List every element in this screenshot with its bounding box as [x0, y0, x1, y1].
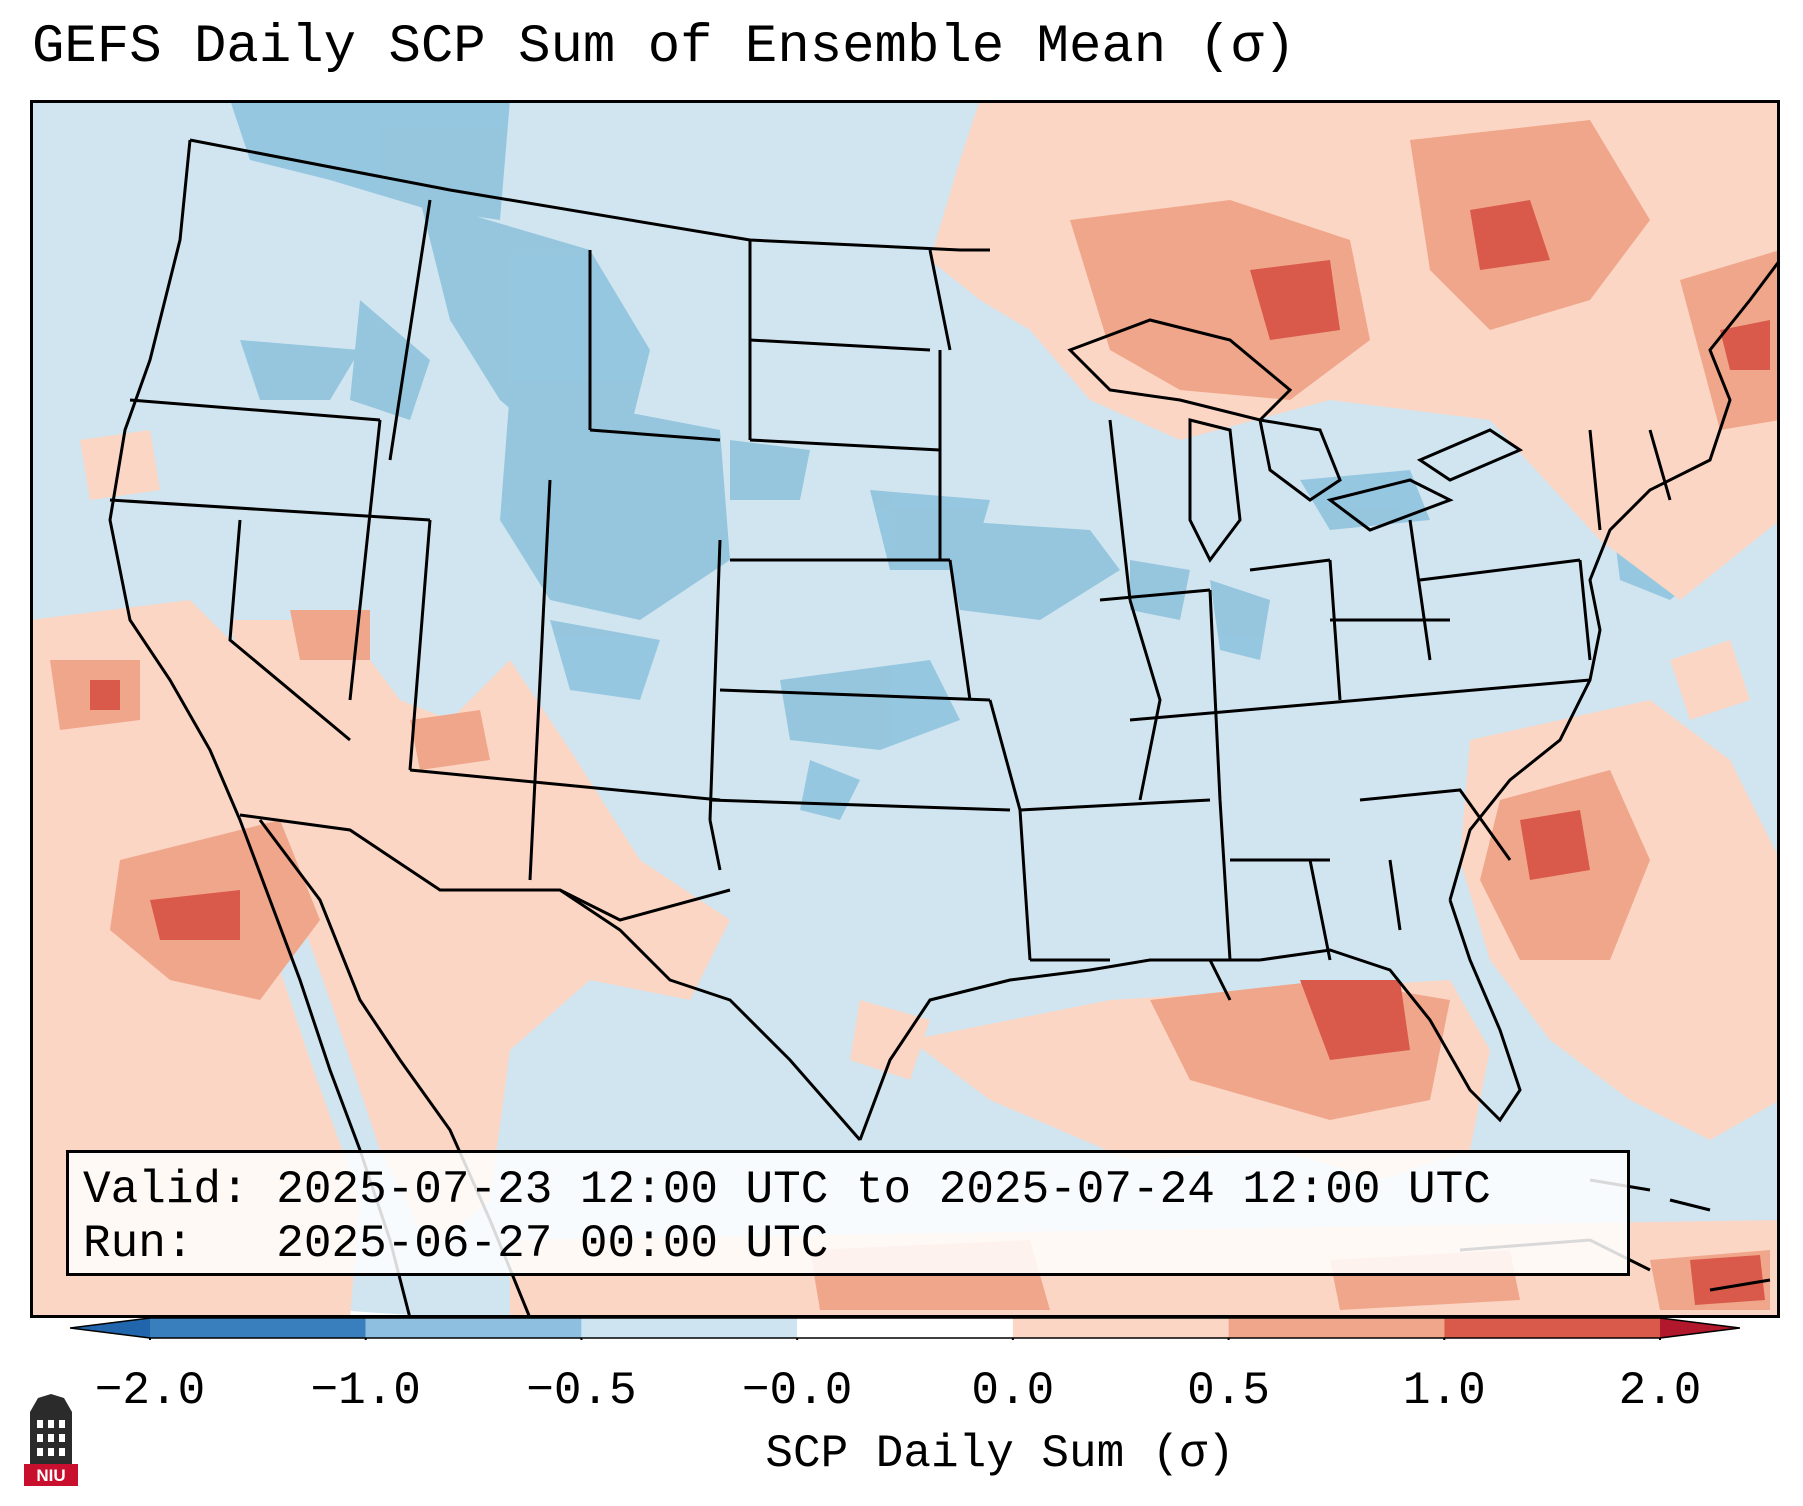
colorbar-segment — [1228, 1318, 1445, 1338]
valid-run-info-box: Valid: 2025-07-23 12:00 UTC to 2025-07-2… — [66, 1150, 1630, 1276]
colorbar-tick-label: 0.0 — [971, 1365, 1055, 1417]
colorbar-tick-label: 1.0 — [1402, 1365, 1486, 1417]
colorbar-segment — [150, 1318, 366, 1338]
logo-text: NIU — [36, 1466, 65, 1485]
niu-logo: NIU — [24, 1394, 78, 1486]
colorbar-label: SCP Daily Sum (σ) — [765, 1428, 1235, 1480]
colorbar-extend-max — [1660, 1318, 1740, 1338]
colorbar-segment — [581, 1318, 798, 1338]
run-time: 2025-06-27 00:00 UTC — [276, 1218, 829, 1270]
colorbar — [70, 1317, 1740, 1340]
colorbar-tick-label: −0.5 — [526, 1365, 637, 1417]
valid-time-range: 2025-07-23 12:00 UTC to 2025-07-24 12:00… — [276, 1164, 1491, 1216]
run-label: Run: — [83, 1218, 194, 1270]
country-and-state-borders — [108, 138, 1780, 1318]
map-frame — [30, 100, 1780, 1318]
colorbar-tick-label: −0.0 — [741, 1365, 853, 1417]
logo-banner — [24, 1464, 78, 1486]
figure-title: GEFS Daily SCP Sum of Ensemble Mean (σ) — [32, 17, 1296, 78]
colorbar-segment — [1012, 1318, 1229, 1338]
logo-tower-shape — [30, 1394, 72, 1464]
strong-positive-regions — [90, 200, 1770, 1305]
colorbar-segment — [797, 1318, 1013, 1338]
colorbar-segment — [1444, 1318, 1660, 1338]
valid-label: Valid: — [83, 1164, 249, 1216]
map-panel — [30, 100, 1780, 1318]
colorbar-tick-label: −1.0 — [310, 1365, 421, 1417]
logo-windows — [37, 1420, 65, 1456]
colorbar-tick-label: 2.0 — [1618, 1365, 1702, 1417]
colorbar-extend-min — [70, 1318, 150, 1338]
colorbar-tick-label: −2.0 — [94, 1365, 206, 1417]
colorbar-tick-label: 0.5 — [1187, 1365, 1270, 1417]
colorbar-segment — [365, 1318, 582, 1338]
